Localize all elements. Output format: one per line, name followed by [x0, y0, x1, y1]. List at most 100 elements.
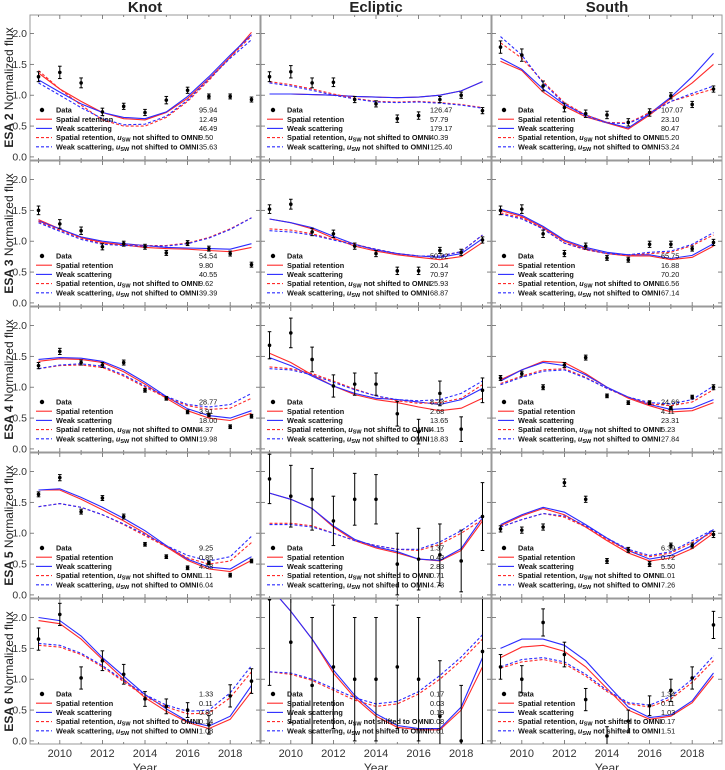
legend-label: Spatial retention, uSW not shifted to OM… [56, 279, 200, 290]
data-point [121, 672, 126, 677]
data-point [228, 573, 232, 577]
data-point [143, 697, 147, 701]
data-point [690, 395, 694, 399]
legend-label-part: SW [353, 284, 363, 290]
legend-label-part: SW [353, 138, 363, 144]
legend-score: 1.34 [661, 690, 675, 699]
y-tick-label: 0.0 [12, 735, 27, 747]
legend-label: Spatial retention, uSW not shifted to OM… [287, 717, 431, 728]
legend-score: 8.23 [430, 398, 444, 407]
legend-label: Weak scattering, uSW not shifted to OMNI [518, 288, 661, 299]
legend-score: 1.37 [430, 544, 444, 553]
legend-label-part: not shifted to OMNI [362, 571, 431, 580]
legend-marker-data [270, 545, 276, 551]
data-point [185, 88, 190, 93]
legend-score: 9.62 [199, 279, 213, 288]
legend-label: Weak scattering [287, 124, 343, 133]
legend-score: 23.10 [661, 115, 679, 124]
row-label-esa: ESA 5 [2, 548, 16, 586]
data-point [438, 248, 442, 253]
legend-label-part: not shifted to OMNI [362, 717, 431, 726]
legend-score: 4.73 [430, 580, 444, 589]
data-point [498, 45, 503, 49]
legend-label-part: SW [353, 722, 363, 728]
data-point [711, 385, 716, 390]
data-point [647, 703, 652, 708]
data-point [459, 739, 463, 743]
legend-label-part: u [348, 133, 353, 142]
data-point [647, 242, 652, 247]
legend-label-part: not shifted to OMNI [360, 580, 429, 589]
data-point [605, 559, 609, 563]
legend-label-part: u [116, 142, 121, 151]
panel-frame [29, 452, 261, 599]
weak-scattering-line [500, 638, 714, 719]
legend-label-part: u [117, 571, 122, 580]
legend-label-part: u [347, 288, 352, 297]
legend-score: 0.17 [430, 690, 444, 699]
legend-score: 125.40 [430, 142, 452, 151]
legend-score: 1.11 [199, 571, 213, 580]
data-point [100, 110, 105, 114]
weak-scattering-not-shifted-line [500, 36, 714, 125]
legend-label-part: u [579, 425, 584, 434]
data-point [480, 108, 485, 113]
legend-marker-data [39, 253, 45, 259]
legend-label: Weak scattering [56, 416, 112, 425]
legend-label-part: Weak scattering, [56, 288, 116, 297]
legend-label-part: u [578, 726, 583, 735]
plot-area [498, 478, 716, 568]
legend-label-part: SW [351, 585, 361, 591]
data-point [164, 704, 169, 709]
x-axis-label: Year [595, 761, 619, 770]
legend-label: Weak scattering [56, 708, 112, 717]
legend-label: Data [287, 544, 304, 553]
legend-label: Spatial retention [56, 115, 113, 124]
legend-score: 24.66 [661, 398, 679, 407]
legend-label: Weak scattering [56, 562, 112, 571]
weak-scattering-line [38, 488, 252, 570]
spatial-retention-line [500, 507, 714, 562]
legend-label-part: Weak scattering, [56, 580, 116, 589]
legend-score: 0.19 [430, 708, 444, 717]
row-label: ESA 6 Normalized flux [2, 611, 16, 731]
row-label-esa: ESA 3 [2, 256, 16, 294]
data-point [690, 102, 694, 107]
data-point [480, 238, 485, 242]
legend-label: Spatial retention [287, 407, 344, 416]
legend-label-part: SW [122, 138, 132, 144]
data-point [459, 559, 463, 563]
legend-label-part: Weak scattering, [518, 726, 578, 735]
legend-label-part: not shifted to OMNI [593, 571, 662, 580]
data-point [207, 413, 211, 417]
legend-score: 9.80 [199, 261, 213, 270]
legend-label-part: SW [584, 722, 594, 728]
data-point [249, 262, 254, 267]
plot-area [267, 453, 485, 596]
row-label-suffix: Normalized flux [2, 27, 16, 110]
legend-label-part: Weak scattering, [56, 726, 116, 735]
legend-label-part: not shifted to OMNI [593, 279, 662, 288]
legend-label-part: not shifted to OMNI [362, 425, 431, 434]
legend-label: Weak scattering, uSW not shifted to OMNI [56, 288, 199, 299]
data-point [605, 394, 609, 398]
data-point [310, 357, 314, 362]
data-point [583, 497, 588, 502]
legend-marker-data [270, 691, 276, 697]
legend-score: 0.80 [199, 708, 213, 717]
legend-label: Data [287, 106, 304, 115]
legend-label: Weak scattering, uSW not shifted to OMNI [287, 726, 430, 737]
legend-label-part: SW [582, 439, 592, 445]
x-tick-label: 2018 [218, 748, 242, 760]
data-point [143, 110, 147, 115]
data-point [626, 257, 631, 262]
data-point [520, 677, 524, 682]
data-point [228, 424, 232, 429]
spatial-retention-line [38, 358, 252, 422]
panel-r3-c2: Data 6.39 Spatial retention 0.72 Weak scatte… [491, 452, 723, 599]
spatial-retention-line [38, 489, 252, 573]
legend-score: 2.68 [430, 407, 444, 416]
x-tick-label: 2016 [175, 748, 199, 760]
data-point [207, 561, 211, 565]
legend-label-part: SW [122, 576, 132, 582]
